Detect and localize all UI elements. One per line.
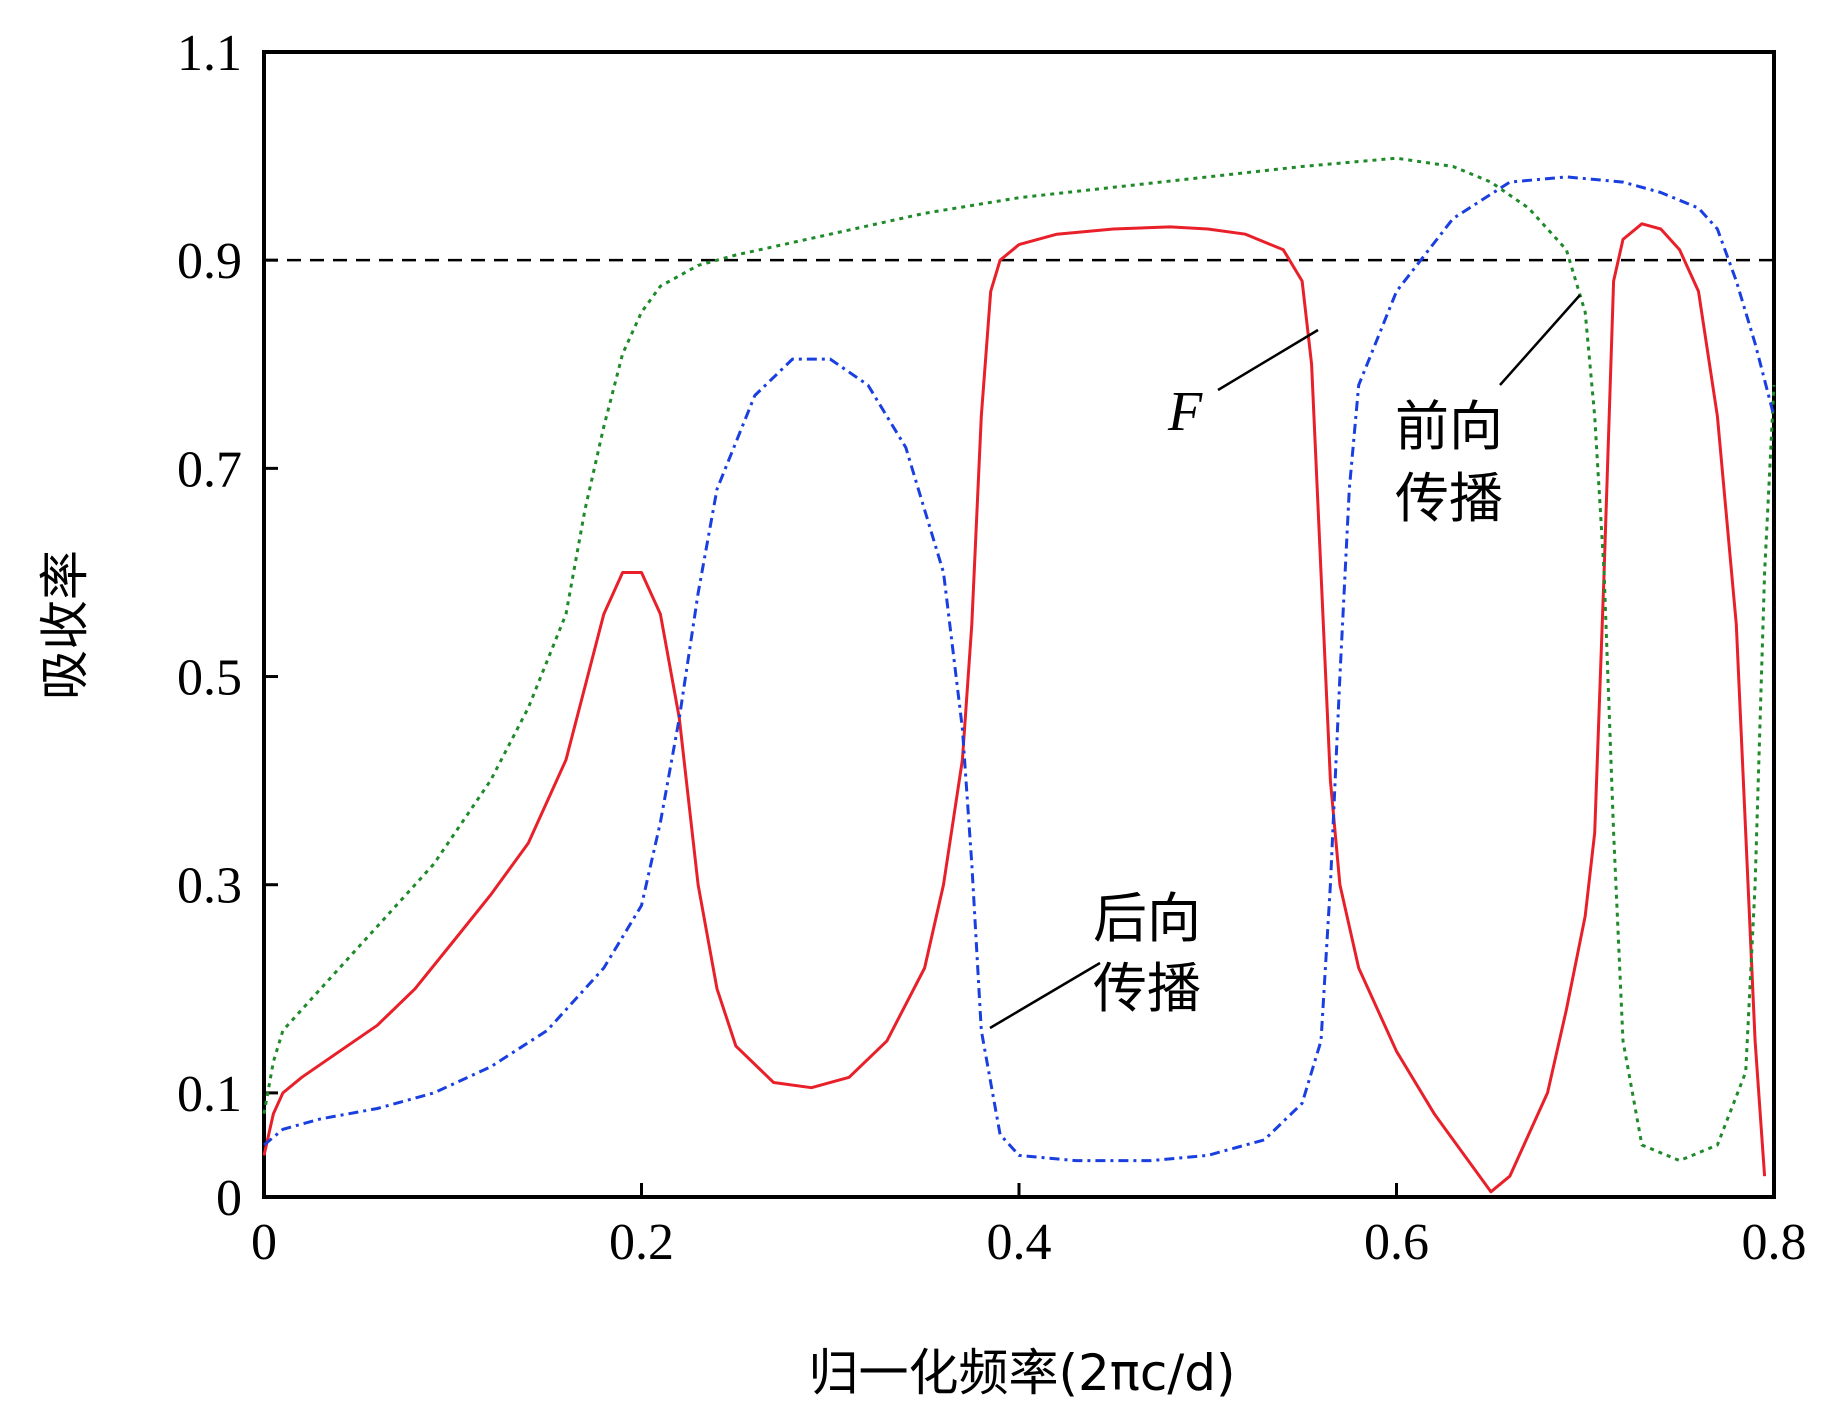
series-line-0 bbox=[262, 222, 1767, 1194]
x-tick-label: 0.8 bbox=[1742, 1214, 1807, 1271]
x-tick-label: 0.2 bbox=[609, 1214, 674, 1271]
annotation-backward-line1: 后向 bbox=[1093, 887, 1201, 950]
annotation-leader-f bbox=[1217, 328, 1319, 392]
annotation-leader-forward bbox=[1499, 294, 1581, 386]
x-tick-label: 0.4 bbox=[987, 1214, 1052, 1271]
y-tick-label: 0 bbox=[216, 1170, 242, 1227]
annotation-forward-line1: 前向 bbox=[1395, 395, 1503, 458]
annotation-forward-line2: 传播 bbox=[1395, 467, 1503, 530]
axis-ticks: 0 0.2 0.4 0.6 0.8 0 0.1 0.3 0.5 0.7 0.9 1.1 bbox=[177, 25, 1807, 1271]
series-line-2 bbox=[263, 175, 1776, 1163]
y-tick-label: 0.1 bbox=[177, 1066, 242, 1123]
series-line-1 bbox=[262, 156, 1776, 1163]
y-tick-label: 0.3 bbox=[177, 858, 242, 915]
annotation-leader-backward bbox=[989, 961, 1101, 1030]
x-tick-label: 0 bbox=[251, 1214, 277, 1271]
x-axis-title: 归一化频率(2πc/d) bbox=[808, 1344, 1235, 1402]
series-layer bbox=[262, 156, 1776, 1194]
x-tick-label: 0.6 bbox=[1364, 1214, 1429, 1271]
annotation-f: F bbox=[1167, 381, 1203, 443]
y-tick-label: 1.1 bbox=[177, 25, 242, 82]
y-axis-title: 吸收率 bbox=[36, 550, 94, 700]
annotation-backward-line2: 传播 bbox=[1093, 957, 1201, 1020]
plot-frame bbox=[262, 50, 1776, 1199]
y-tick-label: 0.7 bbox=[177, 441, 242, 498]
y-tick-label: 0.5 bbox=[177, 650, 242, 707]
y-tick-label: 0.9 bbox=[177, 233, 242, 290]
